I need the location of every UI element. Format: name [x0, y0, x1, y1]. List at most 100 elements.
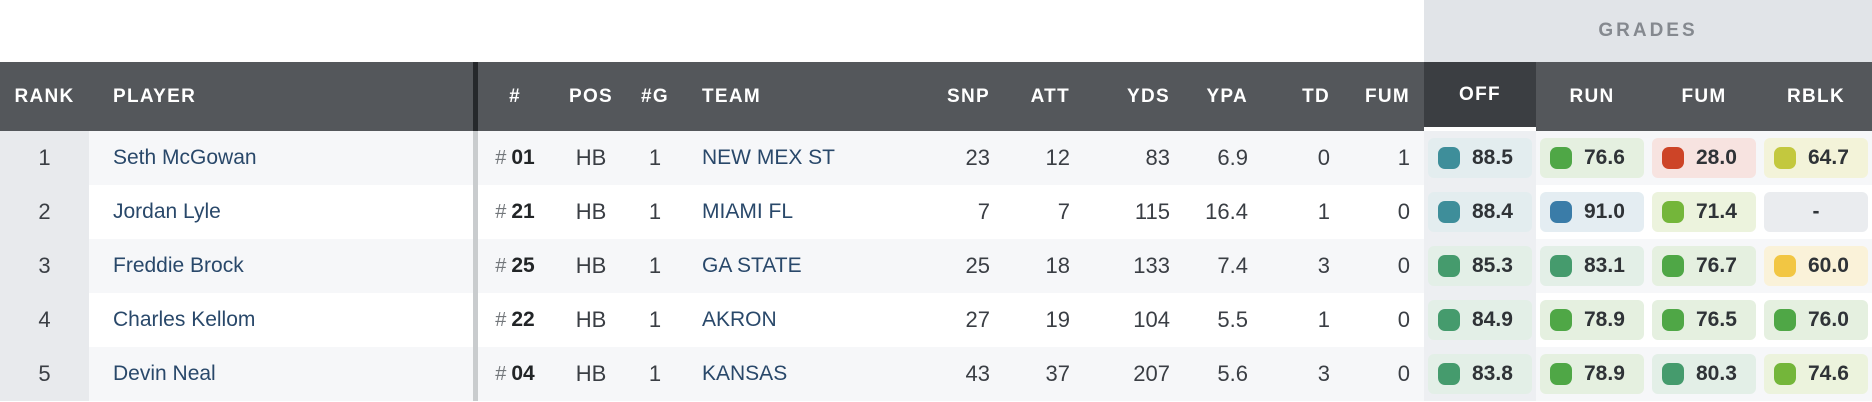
grade-color-swatch	[1550, 147, 1572, 169]
grade-color-swatch	[1774, 363, 1796, 385]
header-fum[interactable]: FUM	[1364, 85, 1410, 107]
grade-cell-fum: 76.5	[1648, 293, 1760, 347]
grade-cell-run: 78.9	[1536, 347, 1648, 401]
jersey-number: 22	[511, 308, 535, 331]
header-rank[interactable]: RANK	[14, 85, 75, 107]
rank-cell: 4	[0, 293, 89, 347]
player-link[interactable]: Charles Kellom	[113, 308, 256, 331]
td-cell: 0	[1317, 145, 1330, 170]
att-cell: 12	[1045, 145, 1070, 170]
ypa-cell: 5.5	[1217, 307, 1248, 332]
grade-color-swatch	[1774, 255, 1796, 277]
player-cell: Charles Kellom	[89, 293, 473, 347]
player-cell: Jordan Lyle	[89, 185, 473, 239]
rank-cell: 5	[0, 347, 89, 401]
header-pos[interactable]: POS	[568, 85, 614, 107]
gap-cell	[1410, 131, 1424, 185]
team-link[interactable]: NEW MEX ST	[702, 146, 836, 169]
column-divider	[473, 62, 478, 131]
header-jersey-number[interactable]: #	[509, 85, 521, 107]
games-cell: 1	[648, 145, 662, 170]
grade-pill-fum: 71.4	[1652, 192, 1756, 232]
grade-pill-rblk: -	[1764, 192, 1868, 232]
grade-value: 88.5	[1472, 146, 1513, 169]
player-cell: Freddie Brock	[89, 239, 473, 293]
grade-cell-run: 78.9	[1536, 293, 1648, 347]
att-cell: 7	[1057, 199, 1070, 224]
ypa-cell: 5.6	[1217, 361, 1248, 386]
grade-pill-fum: 76.7	[1652, 246, 1756, 286]
player-link[interactable]: Seth McGowan	[113, 146, 257, 169]
snp-cell: 27	[965, 307, 990, 332]
td-cell: 3	[1317, 253, 1330, 278]
grade-pill-run: 76.6	[1540, 138, 1644, 178]
td-cell: 1	[1317, 307, 1330, 332]
player-link[interactable]: Freddie Brock	[113, 254, 244, 277]
header-yds[interactable]: YDS	[1127, 85, 1170, 107]
team-link[interactable]: AKRON	[702, 308, 777, 331]
grade-cell-rblk: 64.7	[1760, 131, 1872, 185]
grades-section-label: GRADES	[1598, 20, 1698, 41]
grade-cell-run: 83.1	[1536, 239, 1648, 293]
team-link[interactable]: GA STATE	[702, 254, 802, 277]
player-link[interactable]: Devin Neal	[113, 362, 216, 385]
snp-cell: 7	[977, 199, 990, 224]
grade-pill-rblk: 74.6	[1764, 354, 1868, 394]
att-cell: 19	[1045, 307, 1070, 332]
gap-cell	[1410, 239, 1424, 293]
header-td[interactable]: TD	[1302, 85, 1330, 107]
fum-cell: 0	[1397, 253, 1410, 278]
header-att[interactable]: ATT	[1030, 85, 1070, 107]
header-snp[interactable]: SNP	[947, 85, 990, 107]
jersey-cell: #01	[478, 131, 552, 185]
gap-cell	[1410, 185, 1424, 239]
header-games[interactable]: #G	[641, 85, 669, 107]
grade-pill-off: 84.9	[1428, 300, 1532, 340]
grade-pill-fum: 80.3	[1652, 354, 1756, 394]
grade-color-swatch	[1550, 255, 1572, 277]
player-grades-table: RANK PLAYER # POS #G TEAM SNP ATT YDS YP…	[0, 62, 1872, 401]
header-ypa[interactable]: YPA	[1206, 85, 1248, 107]
grade-cell-off: 85.3	[1424, 239, 1536, 293]
grade-pill-run: 91.0	[1540, 192, 1644, 232]
grade-pill-run: 83.1	[1540, 246, 1644, 286]
rank-cell: 3	[0, 239, 89, 293]
grade-color-swatch	[1438, 147, 1460, 169]
grade-value: 78.9	[1584, 308, 1625, 331]
jersey-cell: #04	[478, 347, 552, 401]
fum-cell: 0	[1397, 361, 1410, 386]
header-player[interactable]: PLAYER	[113, 85, 197, 107]
grade-pill-off: 83.8	[1428, 354, 1532, 394]
grade-color-swatch	[1662, 363, 1684, 385]
ypa-cell: 6.9	[1217, 145, 1248, 170]
header-grade-rblk[interactable]: RBLK	[1787, 85, 1845, 107]
header-grade-fum[interactable]: FUM	[1681, 85, 1727, 107]
team-link[interactable]: KANSAS	[702, 362, 788, 385]
yds-cell: 115	[1134, 199, 1170, 224]
pos-cell: HB	[575, 307, 607, 332]
grade-value: 76.6	[1584, 146, 1625, 169]
header-gap	[1410, 62, 1424, 131]
gap-cell	[1410, 347, 1424, 401]
header-team[interactable]: TEAM	[702, 85, 762, 107]
table-row: 4 Charles Kellom #22 HB 1 AKRON 27 19 104 5.5 1 0 84…	[0, 293, 1872, 347]
team-link[interactable]: MIAMI FL	[702, 200, 794, 223]
grade-value: 78.9	[1584, 362, 1625, 385]
ypa-cell: 7.4	[1217, 253, 1248, 278]
header-row: RANK PLAYER # POS #G TEAM SNP ATT YDS YP…	[0, 62, 1872, 131]
jersey-prefix: #	[495, 200, 507, 223]
player-link[interactable]: Jordan Lyle	[113, 200, 221, 223]
games-cell: 1	[648, 361, 662, 386]
grade-color-swatch	[1550, 309, 1572, 331]
column-divider	[473, 185, 478, 239]
grade-pill-fum: 76.5	[1652, 300, 1756, 340]
jersey-prefix: #	[495, 308, 507, 331]
grade-pill-run: 78.9	[1540, 300, 1644, 340]
header-grade-run[interactable]: RUN	[1569, 85, 1615, 107]
team-cell: AKRON	[680, 293, 910, 347]
header-grade-off[interactable]: OFF	[1424, 62, 1536, 131]
grade-cell-off: 88.4	[1424, 185, 1536, 239]
grade-value: 84.9	[1472, 308, 1513, 331]
table-row: 2 Jordan Lyle #21 HB 1 MIAMI FL 7 7 115 16.4 1 0 88.…	[0, 185, 1872, 239]
grade-value: 28.0	[1696, 146, 1737, 169]
